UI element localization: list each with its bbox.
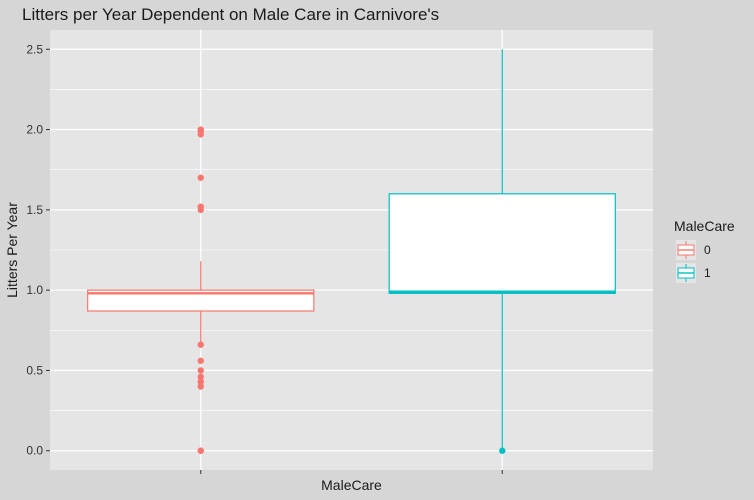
outlier-point: [197, 367, 204, 374]
y-tick-label: 0.0: [26, 444, 43, 458]
outlier-point: [197, 341, 204, 348]
legend-entry-1: 1: [676, 263, 711, 283]
y-tick-label: 2.5: [26, 42, 43, 56]
legend: MaleCare 0 1: [668, 212, 750, 292]
legend-label: 0: [704, 243, 711, 257]
x-axis-title: MaleCare: [321, 477, 382, 493]
outlier-point: [197, 357, 204, 365]
box-layer: [87, 49, 616, 454]
outlier-point: [197, 131, 204, 138]
y-tick-label: 2.0: [26, 123, 43, 137]
y-axis: 0.0 0.5 1.0 1.5 2.0 2.5: [26, 42, 50, 458]
outlier-point: [197, 373, 204, 381]
box-iqr: [87, 289, 315, 312]
outlier-point: [197, 174, 204, 181]
y-tick-label: 1.5: [26, 203, 43, 217]
outlier-point: [197, 378, 204, 385]
legend-title: MaleCare: [674, 218, 735, 234]
legend-entry-0: 0: [676, 240, 711, 260]
y-axis-title: Litters Per Year: [4, 202, 20, 298]
outlier-point: [499, 447, 506, 454]
outlier-point: [197, 206, 204, 214]
outlier-point: [197, 447, 204, 454]
box-group-0: [87, 126, 315, 454]
legend-label: 1: [704, 266, 711, 280]
box-iqr: [388, 193, 616, 294]
x-axis: [200, 470, 503, 474]
y-tick-label: 1.0: [26, 283, 43, 297]
y-tick-label: 0.5: [26, 363, 43, 377]
box-group-1: [388, 49, 616, 454]
plot-area: [50, 30, 653, 470]
chart-title: Litters per Year Dependent on Male Care …: [22, 5, 439, 24]
outlier-point: [197, 383, 204, 390]
